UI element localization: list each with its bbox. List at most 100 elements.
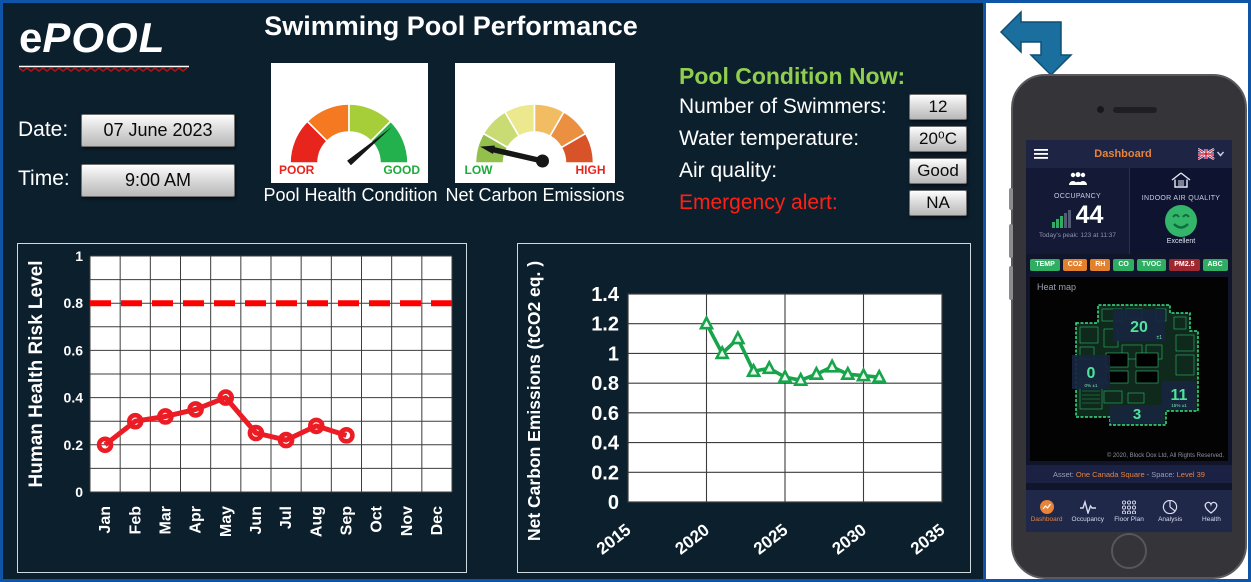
pool-condition-title: Pool Condition Now: [679, 63, 906, 89]
nav-item-analysis[interactable]: Analysis [1150, 490, 1191, 532]
svg-text:0.8: 0.8 [64, 295, 84, 311]
svg-text:0: 0 [608, 492, 619, 514]
heatmap-title: Heat map [1037, 282, 1077, 293]
svg-text:11: 11 [1171, 387, 1188, 404]
sensor-chip-abc[interactable]: ABC [1202, 259, 1228, 272]
condition-label: Air quality: [679, 159, 778, 182]
app-logo: ePOOL [19, 17, 165, 59]
svg-text:0.8: 0.8 [591, 373, 619, 395]
svg-text:Aug: Aug [308, 506, 325, 537]
asset-label: Asset: [1053, 469, 1074, 479]
phone-top-bar: Dashboard [1026, 140, 1232, 168]
nav-item-health[interactable]: Health [1191, 490, 1232, 532]
pool-health-gauge-caption: Pool Health Condition [263, 185, 438, 205]
phone-camera [1097, 106, 1104, 113]
svg-text:HIGH: HIGH [576, 163, 606, 177]
phone-page-title: Dashboard [1094, 148, 1152, 160]
date-field[interactable]: 07 June 2023 [81, 114, 235, 147]
net-carbon-gauge-caption: Net Carbon Emissions [445, 185, 625, 205]
dots-grid-icon [1121, 499, 1137, 514]
svg-text:±1: ±1 [1156, 335, 1162, 341]
logo-underline-decoration [19, 65, 189, 72]
people-icon [1068, 172, 1087, 185]
pool-health-gauge: POOR GOOD [271, 63, 428, 183]
svg-text:Net Carbon Emissions (tCO2 eq.: Net Carbon Emissions (tCO2 eq. ) [524, 261, 544, 541]
indoor-air-quality-panel: INDOOR AIR QUALITY Excellent [1130, 168, 1232, 254]
condition-value-field[interactable]: 12 [909, 94, 967, 120]
condition-row: Air quality: Good [679, 155, 967, 187]
floor-plan-image: 20 ±1 0 0% ±1 11 15% ±1 3 [1072, 304, 1199, 427]
condition-row: Water temperature: 20⁰C [679, 123, 967, 155]
nav-item-floor-plan[interactable]: Floor Plan [1108, 490, 1149, 532]
house-icon [1171, 172, 1191, 188]
occupancy-label: OCCUPANCY [1054, 193, 1101, 200]
svg-text:1: 1 [608, 343, 619, 365]
svg-text:Nov: Nov [399, 506, 416, 536]
pool-condition-rows: Number of Swimmers: 12 Water temperature: 2… [679, 91, 967, 219]
logo-caps: POOL [42, 14, 166, 61]
sensor-chip-temp[interactable]: TEMP [1030, 259, 1060, 272]
phone-home-button[interactable] [1111, 533, 1147, 569]
sensor-chip-rh[interactable]: RH [1090, 259, 1111, 272]
svg-text:Dec: Dec [429, 506, 446, 535]
sensor-chip-co2[interactable]: CO2 [1062, 259, 1088, 272]
phone-speaker [1113, 107, 1157, 113]
heatmap-panel: Heat map 20 ±1 0 0% ±1 11 15% ±1 3 © 202… [1030, 277, 1228, 462]
svg-text:Feb: Feb [127, 506, 144, 535]
space-value[interactable]: Level 39 [1176, 469, 1205, 479]
svg-text:Sep: Sep [338, 506, 355, 536]
pulse-icon [1079, 499, 1096, 514]
sensor-chip-co[interactable]: CO [1113, 259, 1134, 272]
nav-item-occupancy[interactable]: Occupancy [1067, 490, 1108, 532]
svg-text:Jul: Jul [278, 506, 295, 529]
nav-label: Occupancy [1071, 515, 1105, 523]
bent-arrow-icon [999, 10, 1073, 77]
dashboard-icon [1039, 499, 1054, 514]
svg-text:POOR: POOR [279, 163, 315, 177]
condition-value-field[interactable]: 20⁰C [909, 126, 967, 152]
smiley-face-icon [1165, 205, 1197, 237]
svg-text:3: 3 [1133, 406, 1141, 423]
condition-label: Water temperature: [679, 127, 860, 150]
svg-text:Jun: Jun [248, 506, 265, 534]
phone-mute-switch[interactable] [1009, 188, 1013, 210]
svg-text:2025: 2025 [750, 520, 792, 558]
svg-text:2020: 2020 [671, 520, 713, 558]
svg-text:Oct: Oct [369, 505, 386, 532]
heart-icon [1205, 501, 1218, 514]
hamburger-menu-icon[interactable] [1034, 148, 1048, 160]
nav-item-dashboard[interactable]: Dashboard [1026, 490, 1067, 532]
nav-label: Dashboard [1030, 515, 1063, 523]
condition-value-field[interactable]: Good [909, 158, 967, 184]
kpi-panels: OCCUPANCY 44 Today's peak: 123 at [1026, 168, 1232, 254]
svg-text:0.6: 0.6 [591, 403, 619, 425]
svg-text:0: 0 [1087, 365, 1096, 382]
svg-text:Jan: Jan [97, 506, 114, 534]
mobile-preview-panel: Dashboard [989, 3, 1248, 579]
asset-bar: Asset: One Canada Square - Space: Level … [1026, 465, 1232, 484]
pool-health-gauge-dial: POOR GOOD [279, 103, 420, 177]
svg-text:0% ±1: 0% ±1 [1085, 383, 1098, 388]
condition-value-field[interactable]: NA [909, 190, 967, 216]
sensor-chip-pm25[interactable]: PM2.5 [1169, 259, 1200, 272]
nav-label: Analysis [1158, 515, 1183, 523]
net-carbon-emissions-chart: 0 0.2 0.4 0.6 0.8 1 1.2 1.4 2015 2020 2025 2030 2035… [517, 243, 971, 573]
pie-icon [1163, 499, 1178, 514]
svg-text:2015: 2015 [593, 520, 635, 558]
sensor-chips-row: TEMP CO2 RH CO TVOC PM2.5 ABC [1026, 259, 1232, 272]
asset-value[interactable]: One Canada Square [1075, 469, 1145, 479]
svg-text:0.4: 0.4 [591, 433, 620, 455]
svg-text:1.4: 1.4 [591, 284, 620, 306]
time-field[interactable]: 9:00 AM [81, 164, 235, 197]
svg-text:May: May [218, 506, 235, 537]
logo-prefix: e [19, 14, 43, 61]
svg-text:0.6: 0.6 [64, 342, 84, 358]
svg-text:20: 20 [1130, 319, 1148, 336]
sensor-chip-tvoc[interactable]: TVOC [1136, 259, 1167, 272]
language-selector-uk-flag-icon[interactable] [1198, 148, 1224, 160]
phone-volume-down-button[interactable] [1009, 266, 1013, 300]
phone-volume-up-button[interactable] [1009, 224, 1013, 258]
svg-text:GOOD: GOOD [383, 163, 420, 177]
svg-text:1: 1 [75, 248, 83, 264]
